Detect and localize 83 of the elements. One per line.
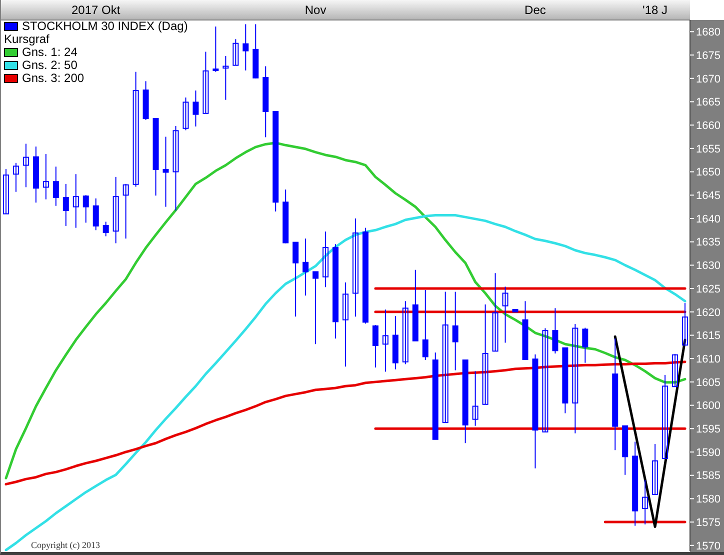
candlestick [422, 289, 428, 360]
y-tick-label: 1625 [696, 283, 720, 296]
candlestick [312, 271, 319, 345]
y-tick-label: 1635 [696, 236, 720, 249]
y-tick-label: 1645 [696, 190, 720, 202]
candlestick [452, 291, 458, 371]
candlestick [552, 308, 558, 354]
y-tick-label: 1570 [696, 540, 720, 552]
x-tick-label: Dec [524, 3, 546, 17]
candlestick [12, 162, 19, 192]
candlestick [132, 71, 139, 188]
candlestick [382, 309, 388, 372]
y-tick-label: 1670 [696, 73, 720, 86]
candlestick [662, 374, 668, 460]
y-tick-label: 1615 [696, 330, 720, 342]
candlestick [292, 242, 299, 318]
x-tick-label: 2017 Okt [72, 3, 121, 17]
candlestick [682, 302, 688, 346]
candlestick [72, 174, 79, 228]
candlestick [182, 97, 189, 131]
candlestick [192, 90, 199, 127]
candlestick [242, 24, 249, 71]
candlestick [62, 183, 69, 226]
candlestick [52, 166, 59, 206]
y-tick-label: 1650 [696, 166, 720, 179]
candlestick [472, 370, 478, 426]
candlestick [442, 291, 448, 424]
candlestick [492, 272, 498, 352]
candlestick [502, 286, 508, 344]
line-series [4, 214, 686, 551]
candlestick [482, 304, 488, 405]
candlestick [172, 126, 179, 212]
candlestick [652, 444, 658, 495]
legend-label: Gns. 3: 200 [22, 71, 84, 85]
candlestick [352, 218, 358, 318]
candlestick [542, 328, 548, 432]
candlestick [302, 238, 309, 296]
legend-title: Kursgraf [4, 32, 50, 46]
candlestick [162, 136, 169, 208]
line-series [4, 142, 686, 480]
y-tick-label: 1675 [696, 50, 720, 62]
y-tick-label: 1585 [696, 470, 720, 482]
y-tick-label: 1665 [696, 96, 720, 109]
y-tick-label: 1620 [696, 306, 720, 319]
y-tick-label: 1575 [696, 516, 720, 529]
y-tick-label: 1660 [696, 120, 720, 132]
y-tick-label: 1680 [696, 26, 720, 39]
candlestick [222, 55, 229, 100]
y-tick-label: 1605 [696, 376, 720, 389]
legend-label: Gns. 1: 24 [22, 45, 78, 59]
candlestick [112, 176, 119, 244]
candlestick [372, 324, 378, 368]
candlestick [22, 143, 29, 188]
candlestick [342, 282, 349, 368]
x-tick-label: Nov [304, 3, 326, 17]
candlestick [82, 194, 89, 224]
candlestick [212, 26, 219, 72]
y-tick-label: 1580 [696, 494, 720, 506]
y-tick-label: 1600 [696, 400, 720, 412]
candlestick [402, 300, 408, 365]
candlestick [102, 221, 109, 237]
candlestick [122, 183, 129, 240]
x-tick-label: '18 J [642, 3, 668, 17]
y-tick-label: 1595 [696, 424, 720, 436]
candlestick [232, 38, 239, 66]
candlestick [582, 327, 588, 364]
legend-label: Gns. 2: 50 [22, 58, 78, 72]
y-tick-label: 1630 [696, 260, 720, 272]
candlestick [42, 154, 49, 200]
y-tick-label: 1655 [696, 143, 720, 156]
candlestick [322, 231, 329, 288]
y-tick-label: 1640 [696, 213, 720, 226]
candlestick [2, 168, 9, 214]
candlestick [572, 324, 578, 434]
candlestick [92, 198, 99, 231]
legend-label: STOCKHOLM 30 INDEX (Dag) [22, 19, 188, 33]
y-tick-label: 1610 [696, 353, 720, 366]
line-series [4, 360, 686, 486]
y-tick-label: 1590 [696, 446, 720, 459]
annotation: Copyright (c) 2013 [31, 540, 100, 550]
candlestick [642, 480, 648, 525]
candlestick [202, 51, 209, 114]
candlestick [672, 353, 678, 388]
